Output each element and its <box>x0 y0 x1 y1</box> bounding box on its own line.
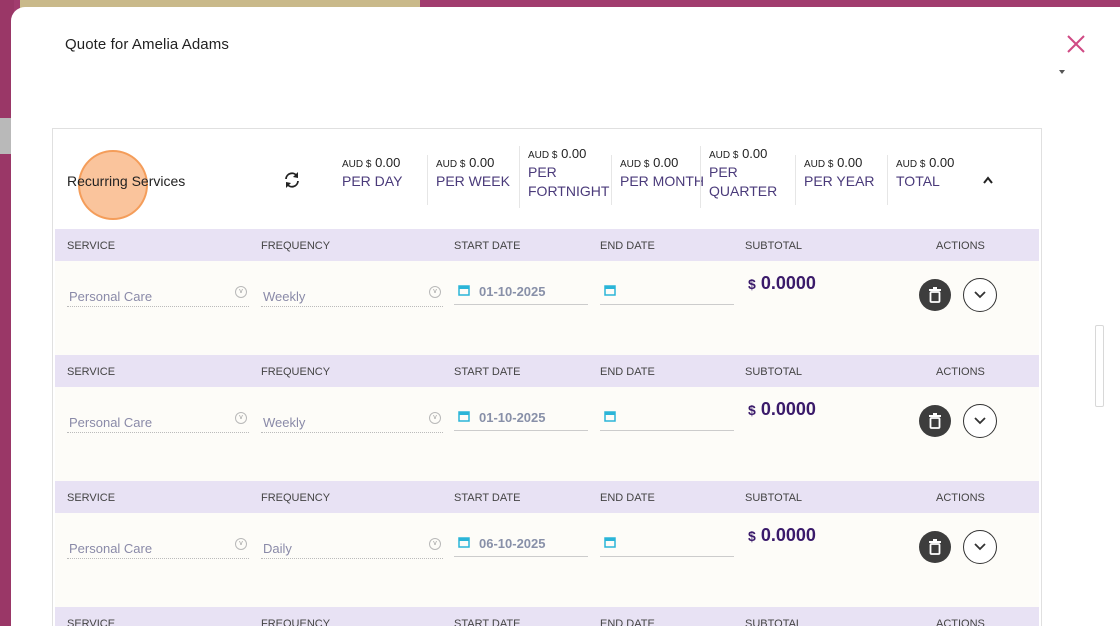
calendar-icon <box>604 285 616 296</box>
col-service: SERVICE <box>67 366 116 378</box>
total-per-quarter: AUD $ 0.00 PER QUARTER <box>700 146 786 208</box>
service-row-header: SERVICE FREQUENCY START DATE END DATE SU… <box>55 607 1039 626</box>
col-start-date: START DATE <box>454 492 521 504</box>
delete-button[interactable] <box>919 405 951 437</box>
end-date-input[interactable] <box>600 531 734 557</box>
total-per-fortnight: AUD $ 0.00 PER FORTNIGHT <box>519 146 611 208</box>
click-highlight <box>78 150 148 220</box>
close-button[interactable] <box>1065 33 1087 55</box>
expand-button[interactable] <box>963 404 997 438</box>
delete-button[interactable] <box>919 279 951 311</box>
expand-button[interactable] <box>963 530 997 564</box>
col-frequency: FREQUENCY <box>261 240 331 252</box>
dropdown-icon: v <box>235 538 247 550</box>
col-frequency: FREQUENCY <box>261 618 331 626</box>
backdrop-strip <box>20 0 420 8</box>
calendar-icon <box>458 411 470 422</box>
col-end-date: END DATE <box>600 240 655 252</box>
end-date-input[interactable] <box>600 279 734 305</box>
expand-button[interactable] <box>963 278 997 312</box>
quote-modal: Quote for Amelia Adams Recurring Service… <box>11 7 1120 626</box>
section-title[interactable]: Recurring Services <box>67 173 186 189</box>
trash-icon <box>929 287 941 303</box>
col-subtotal: SUBTOTAL <box>745 618 803 626</box>
frequency-select[interactable]: Daily v <box>261 533 443 559</box>
service-select[interactable]: Personal Care v <box>67 281 249 307</box>
calendar-icon <box>458 285 470 296</box>
dropdown-icon: v <box>429 286 441 298</box>
service-select[interactable]: Personal Care v <box>67 533 249 559</box>
end-date-input[interactable] <box>600 405 734 431</box>
col-start-date: START DATE <box>454 240 521 252</box>
scrollbar[interactable] <box>1095 325 1104 407</box>
col-actions: ACTIONS <box>936 492 985 504</box>
col-service: SERVICE <box>67 492 116 504</box>
col-service: SERVICE <box>67 240 116 252</box>
col-frequency: FREQUENCY <box>261 366 331 378</box>
col-end-date: END DATE <box>600 492 655 504</box>
start-date-input[interactable]: 01-10-2025 <box>454 279 588 305</box>
panel-header: Recurring Services AUD $ 0.00 PER DAY AU… <box>53 129 1041 229</box>
calendar-icon <box>604 411 616 422</box>
chevron-up-icon[interactable] <box>982 175 994 185</box>
col-subtotal: SUBTOTAL <box>745 366 803 378</box>
dropdown-icon: v <box>429 538 441 550</box>
col-actions: ACTIONS <box>936 618 985 626</box>
col-subtotal: SUBTOTAL <box>745 492 803 504</box>
dropdown-icon: v <box>235 412 247 424</box>
caret-down-icon <box>1059 70 1065 74</box>
dropdown-icon: v <box>429 412 441 424</box>
total-per-day: AUD $ 0.00 PER DAY <box>342 155 403 189</box>
chevron-down-icon <box>974 543 986 551</box>
service-row: Personal Care v Daily v 06-10-2025 $ 0.000… <box>55 513 1039 607</box>
chevron-down-icon <box>974 291 986 299</box>
total-per-year: AUD $ 0.00 PER YEAR <box>795 155 875 205</box>
total-overall: AUD $ 0.00 TOTAL <box>887 155 954 205</box>
col-end-date: END DATE <box>600 366 655 378</box>
backdrop-left <box>0 0 14 626</box>
total-per-week: AUD $ 0.00 PER WEEK <box>427 155 510 205</box>
col-start-date: START DATE <box>454 366 521 378</box>
backdrop-block <box>0 118 14 154</box>
col-start-date: START DATE <box>454 618 521 626</box>
col-frequency: FREQUENCY <box>261 492 331 504</box>
subtotal-value: $ 0.0000 <box>748 273 816 293</box>
calendar-icon <box>458 537 470 548</box>
col-actions: ACTIONS <box>936 366 985 378</box>
delete-button[interactable] <box>919 531 951 563</box>
col-end-date: END DATE <box>600 618 655 626</box>
subtotal-value: $ 0.0000 <box>748 525 816 545</box>
subtotal-value: $ 0.0000 <box>748 399 816 419</box>
dropdown-icon: v <box>235 286 247 298</box>
chevron-down-icon <box>974 417 986 425</box>
start-date-input[interactable]: 01-10-2025 <box>454 405 588 431</box>
close-icon <box>1067 35 1085 53</box>
calendar-icon <box>604 537 616 548</box>
modal-title: Quote for Amelia Adams <box>65 36 229 53</box>
start-date-input[interactable]: 06-10-2025 <box>454 531 588 557</box>
refresh-icon[interactable] <box>283 171 301 189</box>
total-per-month: AUD $ 0.00 PER MONTH <box>611 155 704 205</box>
col-service: SERVICE <box>67 618 116 626</box>
frequency-select[interactable]: Weekly v <box>261 281 443 307</box>
recurring-services-panel: Recurring Services AUD $ 0.00 PER DAY AU… <box>52 128 1042 626</box>
service-row: Personal Care v Weekly v 01-10-2025 $ 0.00… <box>55 261 1039 355</box>
service-select[interactable]: Personal Care v <box>67 407 249 433</box>
service-row: Personal Care v Weekly v 01-10-2025 $ 0.00… <box>55 387 1039 481</box>
trash-icon <box>929 539 941 555</box>
frequency-select[interactable]: Weekly v <box>261 407 443 433</box>
service-row-header: SERVICE FREQUENCY START DATE END DATE SU… <box>55 355 1039 387</box>
col-actions: ACTIONS <box>936 240 985 252</box>
service-row-header: SERVICE FREQUENCY START DATE END DATE SU… <box>55 229 1039 261</box>
service-row-header: SERVICE FREQUENCY START DATE END DATE SU… <box>55 481 1039 513</box>
trash-icon <box>929 413 941 429</box>
col-subtotal: SUBTOTAL <box>745 240 803 252</box>
